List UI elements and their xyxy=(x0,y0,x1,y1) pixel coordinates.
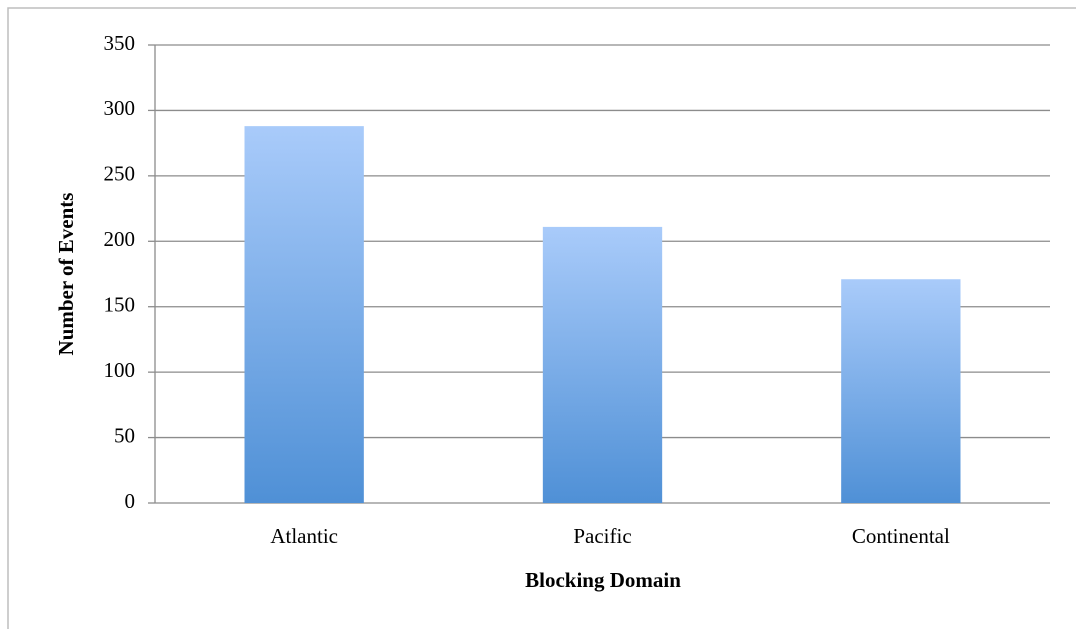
y-tick-label: 150 xyxy=(104,293,136,317)
y-axis-title: Number of Events xyxy=(54,193,78,356)
y-tick-label: 350 xyxy=(104,31,136,55)
x-tick-label: Atlantic xyxy=(270,524,338,548)
chart-frame xyxy=(7,7,1076,629)
bar xyxy=(841,279,961,503)
y-tick-label: 0 xyxy=(125,489,136,513)
y-tick-label: 300 xyxy=(104,96,136,120)
bar xyxy=(542,226,663,504)
y-tick-label: 50 xyxy=(114,423,135,447)
y-tick-label: 100 xyxy=(104,358,136,382)
x-axis-title: Blocking Domain xyxy=(525,568,681,592)
y-tick-label: 200 xyxy=(104,227,136,251)
x-tick-label: Pacific xyxy=(573,524,631,548)
bar xyxy=(244,126,364,503)
y-tick-label: 250 xyxy=(104,162,136,186)
x-tick-label: Continental xyxy=(852,524,950,548)
